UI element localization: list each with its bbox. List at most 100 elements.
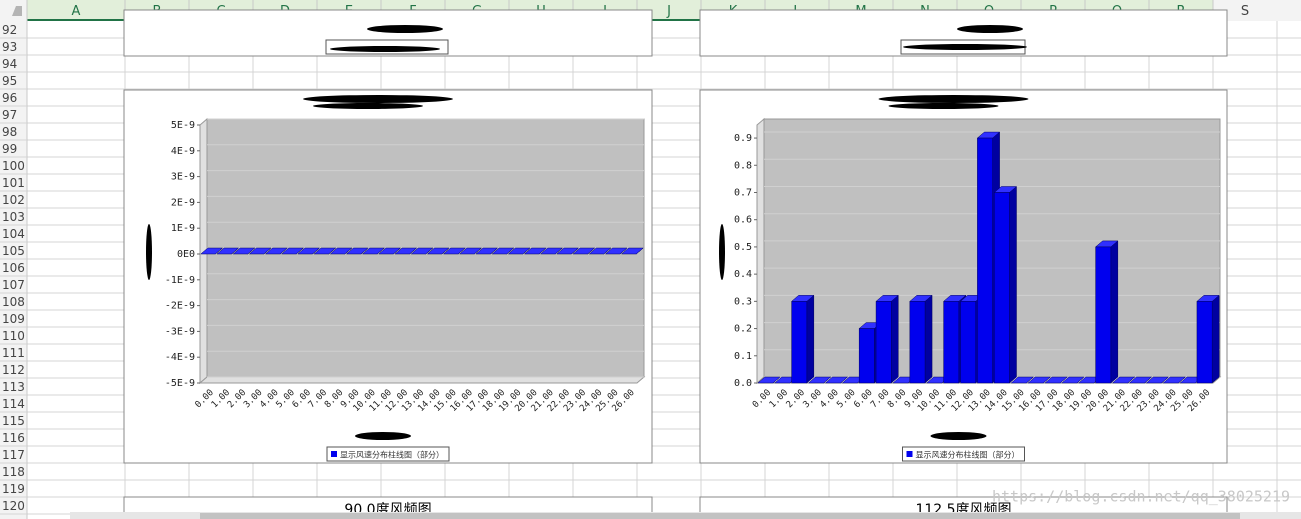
bar-side <box>891 294 899 384</box>
row-header: 94 <box>2 57 17 71</box>
bar-top <box>345 247 369 255</box>
bar-top <box>572 247 596 255</box>
row-header: 96 <box>2 91 17 105</box>
row-header: 112 <box>2 363 25 377</box>
bar-top <box>1145 376 1170 384</box>
scrollbar-thumb <box>200 513 1240 519</box>
bar-top <box>264 247 288 255</box>
column-header-highlight <box>27 0 125 21</box>
y-tick-label: 0.7 <box>734 187 752 198</box>
bar-side <box>1110 240 1119 384</box>
row-header: 101 <box>2 176 25 190</box>
bar-top <box>556 247 580 255</box>
row-header: 106 <box>2 261 25 275</box>
row-header: 107 <box>2 278 25 292</box>
legend-box <box>902 446 1025 462</box>
bar-top <box>1010 376 1035 384</box>
bar-top <box>200 247 224 255</box>
bar-top <box>588 247 612 255</box>
redaction <box>903 44 1027 50</box>
bar <box>994 192 1010 384</box>
y-tick-label: 0.3 <box>734 296 752 307</box>
y-tick-label: 0.0 <box>734 378 752 389</box>
bar-top <box>507 247 531 255</box>
y-tick-label: 0.6 <box>734 215 752 226</box>
bar-top <box>620 247 644 255</box>
y-tick-label: 2E-9 <box>171 197 195 208</box>
row-header: 115 <box>2 414 25 428</box>
row-header: 113 <box>2 380 25 394</box>
bar-top <box>297 247 321 255</box>
bar-top <box>491 247 515 255</box>
redaction <box>878 95 1029 103</box>
bar-top <box>1128 376 1153 384</box>
row-header: 111 <box>2 346 25 360</box>
bar <box>1095 246 1112 384</box>
redaction <box>313 103 423 109</box>
side-wall <box>756 117 765 385</box>
redaction <box>719 224 725 280</box>
bar-top <box>523 247 547 255</box>
redaction <box>303 95 453 103</box>
row-header: 119 <box>2 482 25 496</box>
bar-top <box>313 247 337 255</box>
bar <box>875 301 892 384</box>
redaction <box>957 25 1023 33</box>
bar-side <box>1211 294 1220 384</box>
redaction <box>330 46 440 52</box>
bar-side <box>1009 185 1017 384</box>
y-tick-label: 0.1 <box>734 351 752 362</box>
bar-top <box>540 247 563 255</box>
bar-top <box>216 247 240 255</box>
row-header: 104 <box>2 227 25 241</box>
row-header: 102 <box>2 193 25 207</box>
watermark: https://blog.csdn.net/qq_38025219 <box>992 488 1290 506</box>
bar-top <box>232 247 256 255</box>
legend-swatch <box>331 451 337 457</box>
row-header: 92 <box>2 23 17 37</box>
y-tick-label: 5E-9 <box>171 120 195 131</box>
bar-top <box>281 247 304 255</box>
bar <box>1196 301 1213 384</box>
column-header-highlight <box>637 0 701 21</box>
y-tick-label: 1E-9 <box>171 223 195 234</box>
bar-side <box>924 294 933 384</box>
column-header: A <box>72 4 81 19</box>
y-tick-label: 0.8 <box>734 160 752 171</box>
row-header-bg <box>0 21 27 519</box>
row-header: 109 <box>2 312 25 326</box>
row-header: 105 <box>2 244 25 258</box>
row-header: 99 <box>2 142 17 156</box>
select-all <box>12 6 22 16</box>
bar-top <box>378 247 402 255</box>
bar <box>943 301 960 384</box>
y-tick-label: 4E-9 <box>171 146 195 157</box>
bar-top <box>757 376 781 384</box>
bar-top <box>442 247 466 255</box>
y-tick-label: 0E0 <box>177 249 195 260</box>
bar-top <box>329 247 353 255</box>
bar-top <box>248 247 272 255</box>
y-tick-label: -5E-9 <box>165 378 195 389</box>
bar-top <box>475 247 499 255</box>
redaction <box>367 25 443 33</box>
redaction <box>146 224 152 280</box>
row-header: 95 <box>2 74 17 88</box>
y-tick-label: -2E-9 <box>165 301 195 312</box>
row-header: 114 <box>2 397 25 411</box>
row-header: 98 <box>2 125 17 139</box>
bar <box>791 301 808 384</box>
bar-top <box>410 247 434 255</box>
row-header: 118 <box>2 465 25 479</box>
bar-top <box>604 247 628 255</box>
row-header: 93 <box>2 40 17 54</box>
bar-top <box>361 247 385 255</box>
y-tick-label: 0.9 <box>734 133 752 144</box>
bar-top <box>1111 376 1136 384</box>
bar-side <box>806 294 815 384</box>
bar-top <box>807 376 832 384</box>
y-tick-label: -3E-9 <box>165 326 195 337</box>
legend-box <box>326 446 450 462</box>
legend-swatch <box>906 451 913 457</box>
